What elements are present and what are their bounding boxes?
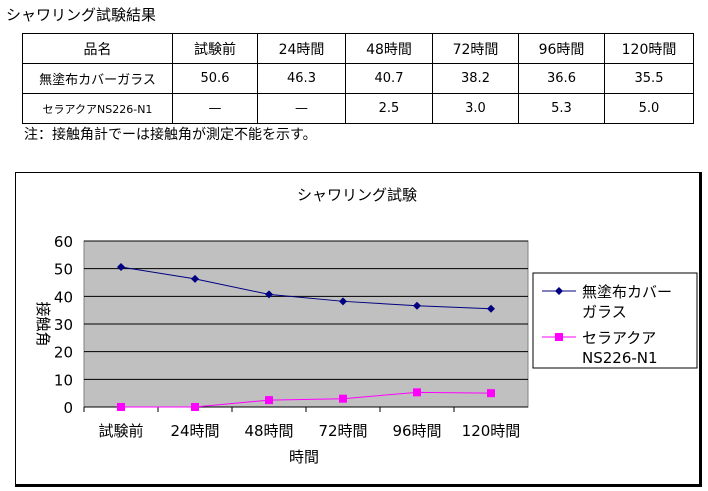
data-point-diamond [117, 263, 125, 272]
data-point-square [265, 396, 273, 405]
table-cell: 46.3 [257, 63, 346, 94]
table-cell: 35.5 [604, 63, 694, 94]
y-tick-label: 50 [54, 261, 73, 279]
data-point-square [555, 333, 563, 341]
y-tick-label: 60 [54, 233, 73, 251]
table-cell: — [172, 93, 258, 124]
data-point-square [117, 403, 125, 411]
x-tick-label: 96時間 [392, 422, 441, 440]
x-tick-label: 72時間 [318, 422, 367, 440]
data-point-diamond [339, 297, 347, 306]
y-tick-label: 0 [63, 399, 73, 417]
x-tick-label: 24時間 [170, 422, 219, 440]
results-table: 品名 試験前 24時間 48時間 72時間 96時間 120時間 無塗布カバーガ… [22, 33, 694, 124]
series-line [121, 391, 492, 408]
table-cell: 3.0 [432, 93, 519, 124]
data-point-square [191, 403, 199, 411]
header-cell: 品名 [22, 33, 173, 64]
table-row: セラアクアNS226-N1 — — 2.5 3.0 5.3 5.0 [22, 93, 694, 124]
table-cell: 2.5 [345, 93, 433, 124]
table-header-row: 品名 試験前 24時間 48時間 72時間 96時間 120時間 [22, 33, 694, 64]
table-note: 注：接触角計でーは接触角が測定不能を示す。 [24, 127, 317, 143]
data-point-diamond [487, 304, 495, 313]
legend-label: ガラス [582, 303, 627, 321]
header-cell: 48時間 [345, 33, 433, 64]
data-point-diamond [191, 274, 199, 283]
data-point-square [413, 388, 421, 397]
y-tick-label: 20 [54, 344, 73, 362]
legend-label: NS226-N1 [582, 349, 658, 367]
table-cell: 無塗布カバーガラス [22, 63, 173, 94]
table-cell: 5.0 [604, 93, 694, 124]
header-cell: 試験前 [172, 33, 258, 64]
y-tick-label: 10 [54, 371, 73, 389]
data-point-diamond [413, 301, 421, 310]
header-cell: 24時間 [257, 33, 346, 64]
table-cell: 5.3 [518, 93, 605, 124]
chart-title: シャワリング試験 [297, 186, 417, 204]
x-axis-label: 時間 [289, 448, 319, 466]
page-title: シャワリング試験結果 [6, 6, 157, 24]
series-line [120, 266, 492, 310]
header-cell: 120時間 [604, 33, 694, 64]
y-tick-label: 40 [54, 288, 73, 306]
data-point-diamond [265, 290, 273, 299]
x-tick-label: 120時間 [462, 422, 521, 440]
table-cell: セラアクアNS226-N1 [22, 93, 173, 124]
x-tick-label: 48時間 [244, 422, 293, 440]
data-point-square [487, 389, 495, 398]
data-point-diamond [555, 287, 563, 295]
y-axis-label: 接触角 [34, 301, 52, 346]
legend-label: セラアクア [582, 329, 656, 347]
table-cell: 40.7 [345, 63, 433, 94]
y-tick-label: 30 [54, 316, 73, 334]
x-tick-label: 試験前 [98, 422, 143, 440]
chart-frame [15, 172, 702, 487]
legend-label: 無塗布カバー [582, 283, 672, 301]
data-point-square [339, 394, 347, 403]
